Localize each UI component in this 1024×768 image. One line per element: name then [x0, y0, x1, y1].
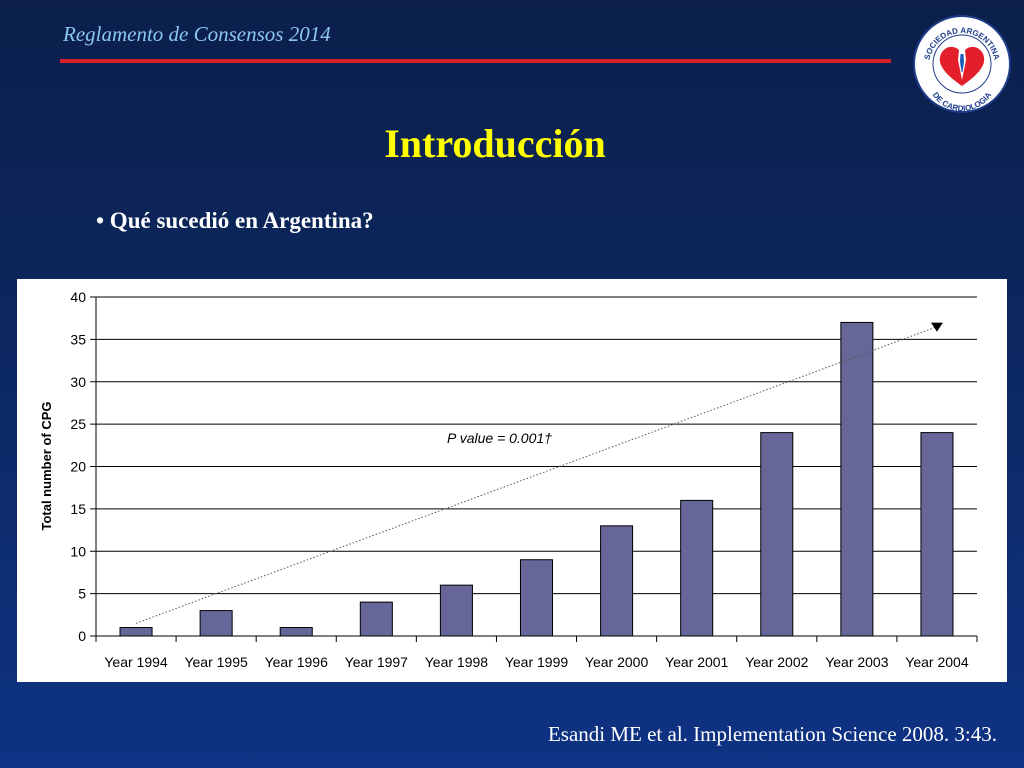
x-tick-label: Year 1998	[425, 654, 489, 670]
bar	[920, 432, 954, 637]
bar	[119, 627, 153, 637]
y-tick-label: 5	[78, 586, 86, 602]
bar	[439, 584, 473, 637]
bar	[680, 499, 714, 637]
header-divider	[60, 59, 891, 63]
bar	[519, 559, 554, 637]
y-tick-label: 10	[70, 543, 86, 559]
trend-line	[135, 326, 938, 624]
y-tick-label: 30	[70, 374, 86, 390]
x-tick-label: Year 1996	[265, 654, 329, 670]
bar	[840, 321, 874, 637]
x-tick-label: Year 2001	[665, 654, 729, 670]
header-title: Reglamento de Consensos 2014	[63, 22, 331, 46]
page-title: Introducción	[384, 121, 606, 166]
x-tick-label: Year 2004	[905, 654, 969, 670]
bullet-question: • Qué sucedió en Argentina?	[96, 208, 374, 233]
citation: Esandi ME et al. Implementation Science …	[547, 722, 997, 746]
x-tick-label: Year 1995	[184, 654, 248, 670]
chart-panel: 0 5 10 15 20 25 30 35 40 Year 1994 Year 1995 Year 1…	[17, 279, 1007, 682]
bar	[279, 627, 313, 637]
x-tick-label: Year 1999	[505, 654, 569, 670]
y-tick-label: 35	[70, 331, 86, 347]
y-tick-label: 25	[70, 416, 86, 432]
bar	[359, 601, 393, 637]
x-tick-label: Year 2003	[825, 654, 889, 670]
p-value-annotation: P value = 0.001†	[447, 430, 552, 446]
x-tick-label: Year 1994	[104, 654, 168, 670]
bar	[760, 432, 794, 637]
x-tick-label: Year 2002	[745, 654, 809, 670]
bar	[600, 525, 634, 637]
bar-chart: 0 5 10 15 20 25 30 35 40 Year 1994 Year 1995 Year 1…	[39, 289, 978, 670]
y-tick-label: 40	[70, 289, 86, 305]
y-tick-label: 15	[70, 501, 86, 517]
x-tick-label: Year 1997	[345, 654, 409, 670]
bar	[199, 610, 233, 637]
trend-arrow-icon	[930, 322, 943, 332]
y-axis-label: Total number of CPG	[39, 401, 54, 530]
sociedad-argentina-de-cardiologia-seal-icon: SOCIEDAD ARGENTINA DE CARDIOLOGIA	[912, 14, 1012, 114]
x-tick-label: Year 2000	[585, 654, 649, 670]
y-tick-label: 20	[70, 459, 86, 475]
y-tick-label: 0	[78, 628, 86, 644]
